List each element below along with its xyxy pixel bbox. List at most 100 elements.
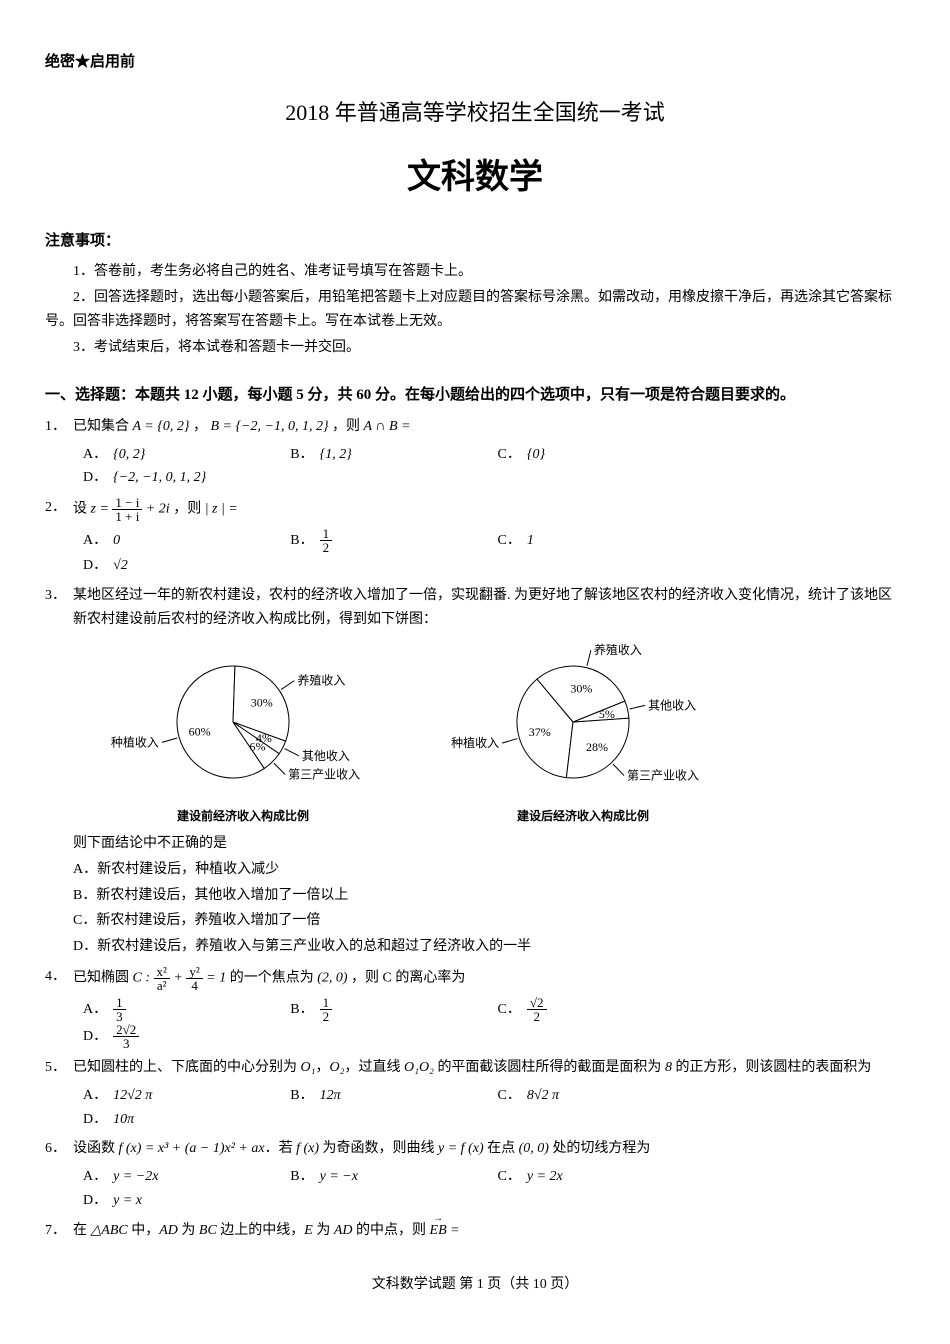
pie-caption: 建设后经济收入构成比例 (517, 806, 649, 826)
question-4: 4． 已知椭圆 C : x²a² + y²4 = 1 的一个焦点为 (2, 0)… (45, 965, 905, 1050)
question-1: 1． 已知集合 A = {0, 2} ， B = {−2, −1, 0, 1, … (45, 415, 905, 490)
pie-before: 60%种植收入6%第三产业收入4%其他收入30%养殖收入 建设前经济收入构成比例 (103, 642, 383, 826)
math-expr: A = {0, 2} (133, 419, 190, 434)
option-label: D． (83, 1025, 107, 1049)
option-d: D．y = x (83, 1189, 280, 1213)
option-label: A． (83, 1084, 107, 1108)
svg-text:种植收入: 种植收入 (451, 735, 499, 750)
question-7: 7． 在 △ABC 中，AD 为 BC 边上的中线，E 为 AD 的中点，则 E… (45, 1219, 905, 1243)
pie-charts: 60%种植收入6%第三产业收入4%其他收入30%养殖收入 建设前经济收入构成比例… (103, 642, 905, 826)
option-c: C．新农村建设后，养殖收入增加了一倍 (73, 909, 905, 933)
option-value: {1, 2} (320, 443, 352, 467)
option-label: A． (83, 998, 107, 1022)
question-stem: 某地区经过一年的新农村建设，农村的经济收入增加了一倍，实现翻番. 为更好地了解该… (73, 584, 905, 632)
text: 的平面截该圆柱所得的截面是面积为 (434, 1060, 665, 1075)
option-b: B． y = −x (290, 1165, 487, 1189)
fraction: √22 (527, 996, 547, 1023)
option-c: C． √22 (498, 996, 695, 1023)
question-stem: 已知圆柱的上、下底面的中心分别为 O₁，O₂，过直线 O₁O₂ 的平面截该圆柱所… (73, 1056, 905, 1080)
option-label: B． (290, 529, 313, 553)
svg-text:其他收入: 其他收入 (302, 748, 350, 762)
option-label: D． (83, 554, 107, 578)
svg-text:第三产业收入: 第三产业收入 (288, 767, 360, 781)
numerator: 1 (320, 996, 333, 1010)
option-a: A．{0, 2} (83, 443, 280, 467)
numerator: √2 (527, 996, 547, 1010)
svg-text:第三产业收入: 第三产业收入 (627, 768, 699, 782)
option-c: C．8√2 π (498, 1084, 695, 1108)
text: ，过直线 (344, 1060, 404, 1075)
option-value: 10π (113, 1108, 134, 1132)
text: 为 (178, 1223, 199, 1238)
text: 设函数 (73, 1141, 119, 1156)
text: 中， (128, 1223, 160, 1238)
option-value: √2 (113, 554, 128, 578)
fraction: 1 − i1 + i (112, 496, 142, 523)
option-value: 0 (113, 529, 120, 553)
option-b: B．12π (290, 1084, 487, 1108)
option-d: D． 2√23 (83, 1023, 280, 1050)
fraction: x²a² (154, 965, 170, 992)
question-6: 6． 设函数 f (x) = x³ + (a − 1)x² + ax．若 f (… (45, 1137, 905, 1212)
notice-item: 3．考试结束后，将本试卷和答题卡一并交回。 (45, 336, 905, 360)
text: 已知椭圆 (73, 971, 133, 986)
math-expr: (0, 0) (519, 1141, 549, 1156)
option-value: {0, 2} (113, 443, 145, 467)
math-expr: y = f (x) (438, 1141, 484, 1156)
math-expr: f (x) (296, 1141, 319, 1156)
text: ，则 (332, 419, 364, 434)
numerator: y² (186, 965, 202, 979)
svg-text:种植收入: 种植收入 (111, 734, 159, 749)
option-value: 新农村建设后，养殖收入增加了一倍 (96, 913, 320, 928)
numerator: x² (154, 965, 170, 979)
option-b: B．12 (290, 527, 487, 554)
fraction: y²4 (186, 965, 202, 992)
section-header: 一、选择题：本题共 12 小题，每小题 5 分，共 60 分。在每小题给出的四个… (45, 383, 905, 409)
numerator: 1 (113, 996, 126, 1010)
question-stem: 已知椭圆 C : x²a² + y²4 = 1 的一个焦点为 (2, 0) ，则… (73, 965, 905, 992)
text: 为 (313, 1223, 334, 1238)
option-b: B．新农村建设后，其他收入增加了一倍以上 (73, 884, 905, 908)
question-stem: 在 △ABC 中，AD 为 BC 边上的中线，E 为 AD 的中点，则 EB = (73, 1219, 905, 1243)
text: ，则 C 的离心率为 (351, 971, 465, 986)
math-expr: A ∩ B = (364, 419, 411, 434)
option-a: A．y = −2x (83, 1165, 280, 1189)
text: 的中点，则 (353, 1223, 430, 1238)
question-substem: 则下面结论中不正确的是 (73, 832, 905, 856)
denominator: a² (154, 979, 170, 992)
option-value: y = −x (320, 1165, 358, 1189)
denominator: 3 (113, 1037, 139, 1050)
option-value: 12π (320, 1084, 341, 1108)
option-label: C． (498, 998, 521, 1022)
option-value: {0} (527, 443, 545, 467)
math-expr: | z | = (205, 502, 238, 517)
text: 的一个焦点为 (230, 971, 318, 986)
math-expr: z = (91, 502, 113, 517)
text: 设 (73, 502, 91, 517)
option-label: D． (83, 1108, 107, 1132)
option-value: 新农村建设后，种植收入减少 (97, 862, 279, 877)
option-b: B．12 (290, 996, 487, 1023)
question-5: 5． 已知圆柱的上、下底面的中心分别为 O₁，O₂，过直线 O₁O₂ 的平面截该… (45, 1056, 905, 1131)
math-expr: O₂ (329, 1060, 344, 1075)
option-value: y = 2x (527, 1165, 563, 1189)
option-label: C． (498, 1084, 521, 1108)
option-value: 新农村建设后，养殖收入与第三产业收入的总和超过了经济收入的一半 (97, 939, 531, 954)
question-3: 3． 某地区经过一年的新农村建设，农村的经济收入增加了一倍，实现翻番. 为更好地… (45, 584, 905, 959)
option-label: D． (73, 939, 97, 954)
text: 已知圆柱的上、下底面的中心分别为 (73, 1060, 301, 1075)
math-expr: + (173, 971, 186, 986)
math-expr: AD (159, 1223, 178, 1238)
options: A．12√2 π B．12π C．8√2 π D．10π (73, 1084, 905, 1132)
exam-title: 2018 年普通高等学校招生全国统一考试 (45, 94, 905, 131)
fraction: 13 (113, 996, 126, 1023)
option-a: A．13 (83, 996, 280, 1023)
math-expr: B = {−2, −1, 0, 1, 2} (210, 419, 328, 434)
option-value: {−2, −1, 0, 1, 2} (113, 466, 206, 490)
notice-header: 注意事项： (45, 229, 905, 255)
pie-chart-after: 37%种植收入28%第三产业收入5%其他收入30%养殖收入 (443, 642, 723, 802)
fraction: 12 (320, 996, 333, 1023)
option-label: B． (290, 1165, 313, 1189)
numerator: 2√2 (113, 1023, 139, 1037)
math-expr: + 2i (146, 502, 170, 517)
